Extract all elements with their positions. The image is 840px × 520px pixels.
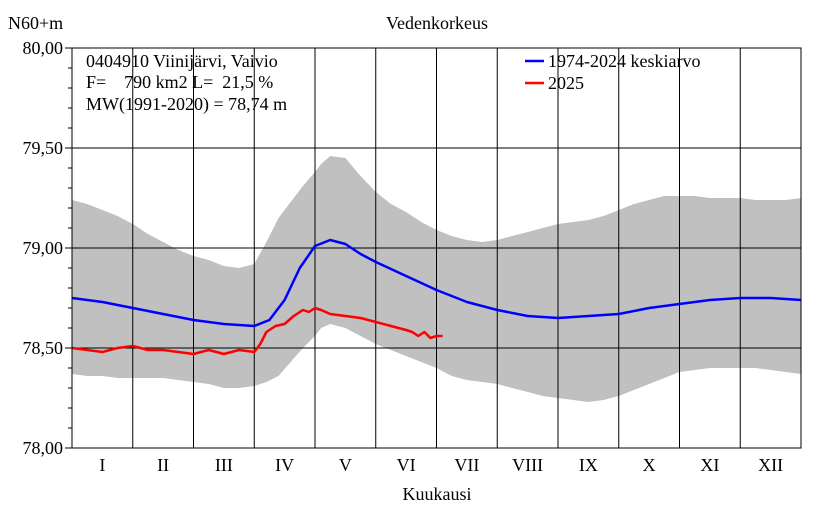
y-tick-label: 78,50 — [23, 338, 64, 358]
series-line-mean — [71, 238, 802, 328]
month-label: X — [643, 455, 656, 475]
grid-lines — [72, 48, 801, 448]
month-label: IX — [579, 455, 598, 475]
y-tick-label: 78,00 — [23, 438, 64, 458]
info-box: 0404910 Viinijärvi, Vaivio F= 790 km2 L=… — [86, 51, 287, 115]
month-label: XII — [758, 455, 783, 475]
y-axis-label: N60+m — [8, 13, 63, 33]
series-layer — [71, 238, 802, 356]
y-tick-label: 79,00 — [23, 238, 64, 258]
y-tick-label: 79,50 — [23, 138, 64, 158]
series-line-2025 — [71, 306, 443, 356]
legend: 1974-2024 keskiarvo 2025 — [525, 51, 700, 93]
info-line-3: MW(1991-2020) = 78,74 m — [86, 94, 287, 115]
y-tick-labels: 78,00 78,50 79,00 79,50 80,00 — [23, 38, 72, 458]
month-label: VII — [454, 455, 479, 475]
month-label: III — [215, 455, 233, 475]
month-label: I — [99, 455, 105, 475]
x-tick-labels: I II III IV V VI VII VIII IX X XI XII — [99, 455, 783, 475]
month-label: IV — [275, 455, 294, 475]
month-label: VIII — [512, 455, 543, 475]
chart-title: Vedenkorkeus — [386, 13, 488, 33]
x-axis-label: Kuukausi — [403, 484, 472, 504]
month-label: II — [157, 455, 169, 475]
month-label: V — [339, 455, 352, 475]
legend-label-2025: 2025 — [548, 73, 584, 93]
y-tick-label: 80,00 — [23, 38, 64, 58]
info-line-1: 0404910 Viinijärvi, Vaivio — [86, 51, 278, 71]
info-line-2: F= 790 km2 L= 21,5 % — [86, 72, 273, 92]
month-label: VI — [397, 455, 416, 475]
legend-label-mean: 1974-2024 keskiarvo — [548, 51, 700, 71]
month-label: XI — [700, 455, 719, 475]
